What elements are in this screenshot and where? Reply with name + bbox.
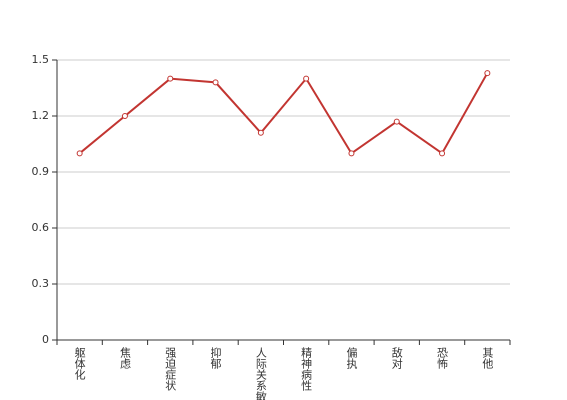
y-tick-label: 0 bbox=[42, 333, 49, 346]
y-tick-label: 1.2 bbox=[32, 109, 50, 122]
x-tick-label: 敌对 bbox=[390, 346, 403, 369]
x-tick-label: 焦虑 bbox=[118, 347, 131, 369]
x-tick-label: 人际关系敏感 bbox=[254, 347, 267, 400]
x-tick-label: 偏执 bbox=[345, 346, 358, 370]
y-tick-label: 0.6 bbox=[32, 221, 50, 234]
x-tick-label: 精神病性 bbox=[300, 347, 313, 392]
x-tick-label: 抑郁 bbox=[209, 346, 222, 369]
x-tick-label: 其他 bbox=[481, 347, 494, 369]
point bbox=[212, 79, 219, 86]
x-tick-label: 强迫症状 bbox=[164, 347, 177, 391]
point bbox=[348, 150, 355, 157]
point bbox=[257, 129, 264, 136]
y-tick-label: 1.5 bbox=[32, 53, 50, 66]
point bbox=[303, 75, 310, 82]
point bbox=[167, 75, 174, 82]
point bbox=[76, 150, 83, 157]
point bbox=[121, 113, 128, 119]
line bbox=[79, 72, 489, 155]
point bbox=[393, 118, 400, 125]
y-tick-label: 0.3 bbox=[32, 277, 50, 290]
x-tick-label: 恐怖 bbox=[436, 347, 449, 369]
x-tick-label: 躯体化 bbox=[73, 347, 86, 381]
point bbox=[484, 70, 491, 77]
point bbox=[439, 150, 446, 157]
y-tick-label: 0.9 bbox=[32, 165, 50, 178]
